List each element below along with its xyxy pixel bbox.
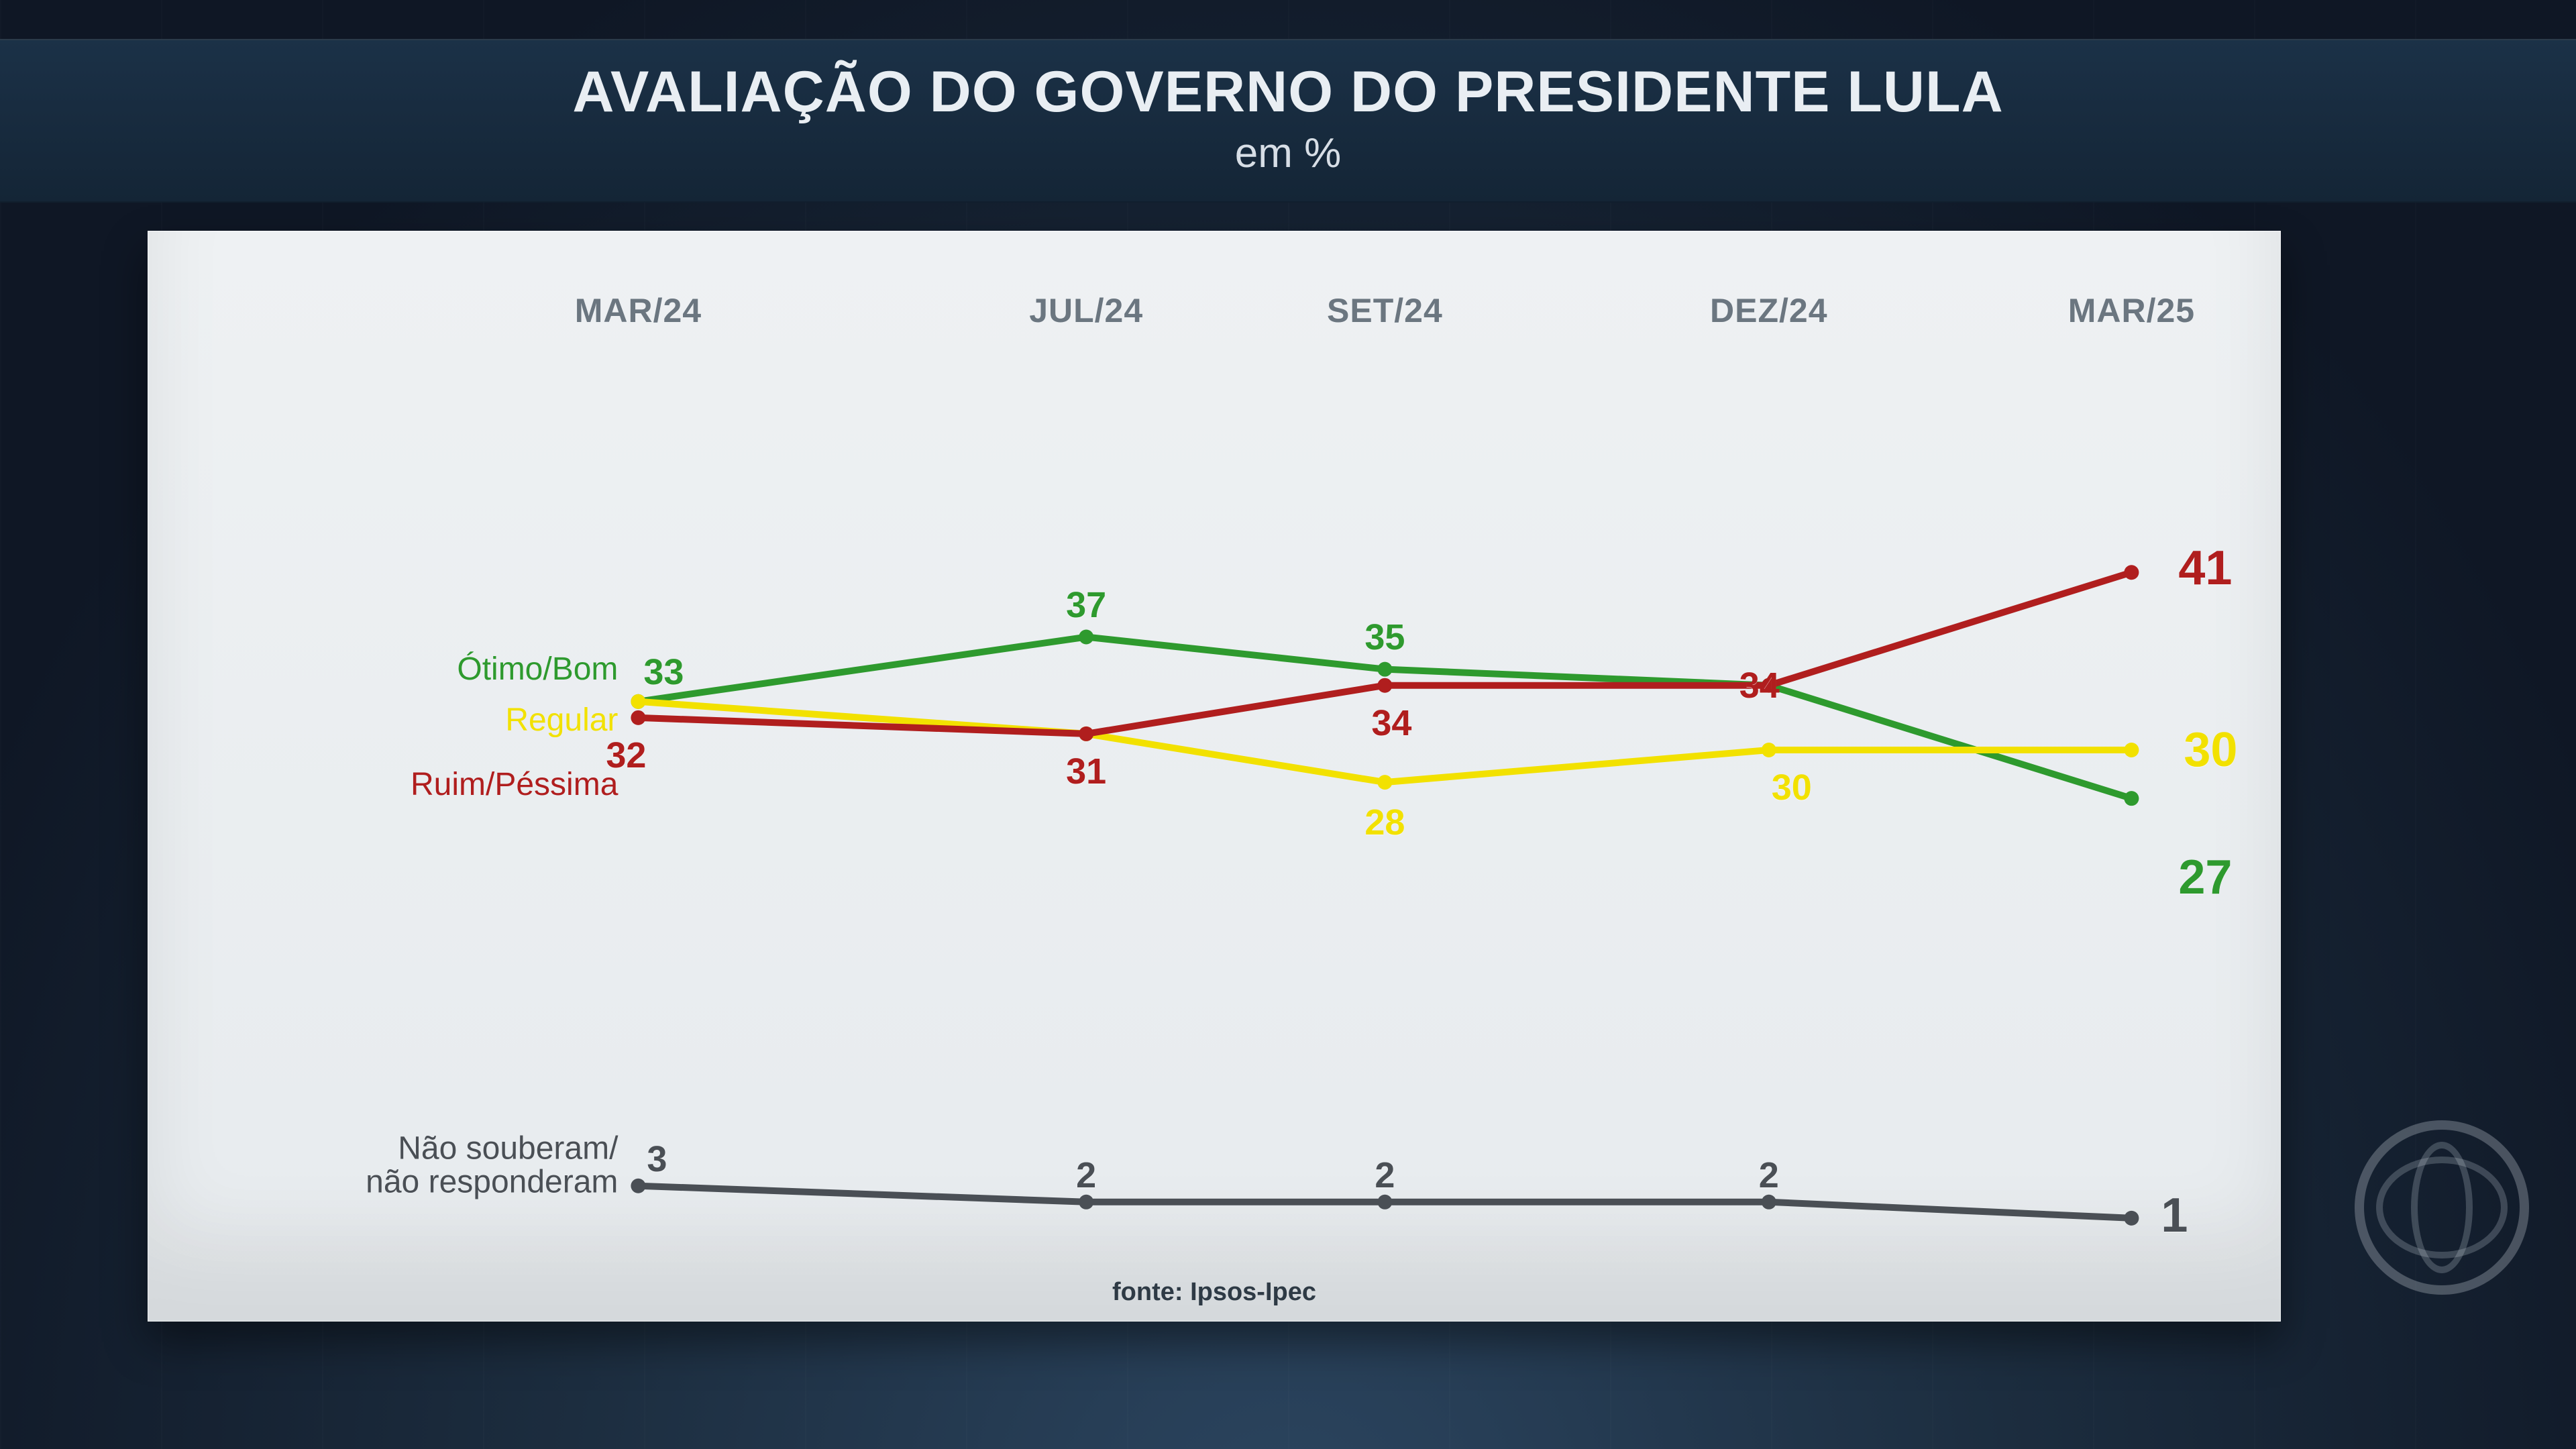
series-label-ruim_pessima: Ruim/Péssima bbox=[411, 768, 618, 802]
series-label-nao_sabe: Não souberam/ não responderam bbox=[366, 1132, 618, 1199]
series-value-otimo_bom: 33 bbox=[643, 651, 684, 693]
series-value-ruim_pessima: 41 bbox=[2178, 541, 2232, 596]
chart-panel: MAR/24 JUL/24 SET/24 DEZ/24 MAR/25 33 37 35 27 Ót… bbox=[148, 231, 2281, 1322]
series-label-regular: Regular bbox=[505, 704, 618, 737]
series-value-regular: 30 bbox=[2184, 722, 2237, 777]
x-axis-label: JUL/24 bbox=[1029, 291, 1143, 330]
series-value-nao_sabe: 2 bbox=[1759, 1155, 1779, 1196]
series-value-regular: 28 bbox=[1364, 802, 1405, 843]
x-axis-label: MAR/24 bbox=[575, 291, 702, 330]
chart-source: fonte: Ipsos-Ipec bbox=[1112, 1278, 1316, 1307]
source-name: Ipsos-Ipec bbox=[1190, 1278, 1316, 1306]
series-value-nao_sabe: 2 bbox=[1076, 1155, 1096, 1196]
x-axis-label: MAR/25 bbox=[2068, 291, 2195, 330]
series-value-ruim_pessima: 34 bbox=[1739, 665, 1780, 706]
chart-subtitle: em % bbox=[0, 129, 2576, 177]
title-bar: AVALIAÇÃO DO GOVERNO DO PRESIDENTE LULA … bbox=[0, 39, 2576, 203]
source-prefix: fonte: bbox=[1112, 1278, 1190, 1306]
x-axis-label: DEZ/24 bbox=[1710, 291, 1828, 330]
chart-title: AVALIAÇÃO DO GOVERNO DO PRESIDENTE LULA bbox=[0, 40, 2576, 125]
stage: AVALIAÇÃO DO GOVERNO DO PRESIDENTE LULA … bbox=[0, 0, 2576, 1449]
series-value-nao_sabe: 2 bbox=[1375, 1155, 1395, 1196]
series-label-otimo_bom: Ótimo/Bom bbox=[457, 653, 618, 686]
series-value-otimo_bom: 35 bbox=[1364, 616, 1405, 658]
chart-plot-layer: MAR/24 JUL/24 SET/24 DEZ/24 MAR/25 33 37 35 27 Ót… bbox=[148, 231, 2281, 1322]
series-value-nao_sabe: 3 bbox=[647, 1138, 667, 1180]
globo-watermark-icon bbox=[2355, 1120, 2529, 1295]
series-value-otimo_bom: 37 bbox=[1066, 584, 1106, 626]
series-value-ruim_pessima: 34 bbox=[1371, 702, 1411, 744]
series-value-ruim_pessima: 31 bbox=[1066, 751, 1106, 792]
series-value-nao_sabe: 1 bbox=[2161, 1188, 2188, 1243]
series-value-regular: 30 bbox=[1772, 767, 1812, 808]
series-value-otimo_bom: 27 bbox=[2178, 850, 2232, 905]
x-axis-label: SET/24 bbox=[1327, 291, 1443, 330]
